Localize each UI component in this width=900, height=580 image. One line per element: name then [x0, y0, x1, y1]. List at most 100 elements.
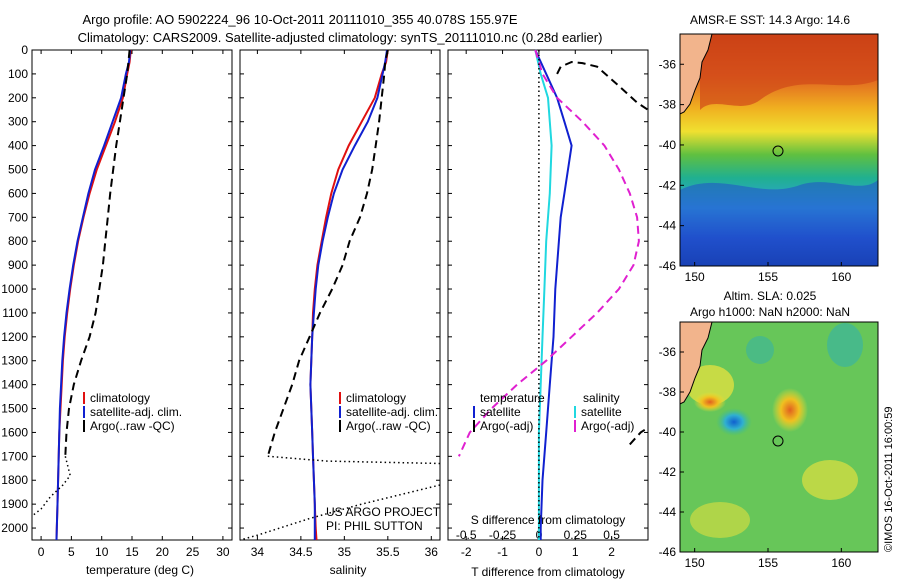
diff-legend-s-argo: Argo(-adj) — [581, 419, 634, 433]
depth-tick-label: 1900 — [1, 497, 28, 511]
depth-tick-label: 1600 — [1, 425, 28, 439]
map-y-tick-label: -38 — [659, 98, 677, 112]
x-tick-label: 30 — [216, 545, 230, 559]
x-tick-label: -1 — [497, 545, 508, 559]
depth-ticks: 0 100 200 300 400 500 600 700 800 900 1000 1100 1200… — [1, 43, 232, 535]
legend-satellite: satellite-adj. clim. — [90, 405, 182, 419]
series-line — [457, 49, 640, 457]
sla-map-field — [679, 321, 878, 552]
depth-tick-label: 1700 — [1, 449, 28, 463]
sla-map-panel: Altim. SLA: 0.025 Argo h1000: NaN h2000:… — [659, 289, 879, 570]
depth-tick-label: 100 — [8, 67, 28, 81]
x-tick-label: 35 — [338, 545, 352, 559]
map-y-tick-label: -42 — [659, 178, 677, 192]
x-tick2-label: 0.5 — [603, 528, 620, 542]
salinity-annotation-2: PI: PHIL SUTTON — [326, 519, 423, 533]
map-y-tick-label: -46 — [659, 259, 677, 273]
sst-map-panel: AMSR-E SST: 14.3 Argo: 14.6 150 155 160 -3… — [659, 13, 879, 284]
x-tick-label: 1 — [572, 545, 579, 559]
sla-map-xticks: 150 155 160 — [685, 548, 852, 570]
map-y-tick-label: -42 — [659, 465, 677, 479]
depth-tick-label: 2000 — [1, 521, 28, 535]
x-tick2-label: 0.25 — [564, 528, 588, 542]
x-tick-label: 20 — [156, 545, 170, 559]
x-tick-label: -2 — [461, 545, 472, 559]
sla-map-subtitle: Argo h1000: NaN h2000: NaN — [690, 305, 850, 319]
sla-map-box — [679, 321, 879, 553]
map-x-tick-label: 160 — [831, 270, 851, 284]
salinity-panel: 34 34.5 35 35.5 36 climatology satellite-adj… — [239, 49, 441, 577]
depth-tick-label: 300 — [8, 115, 28, 129]
series-line — [309, 49, 388, 540]
land-mass — [679, 33, 713, 115]
x-tick-label: 2 — [608, 545, 615, 559]
sla-map-title: Altim. SLA: 0.025 — [724, 289, 817, 303]
map-x-tick-label: 160 — [831, 556, 851, 570]
diff-legend-s-satellite: satellite — [581, 405, 622, 419]
depth-tick-label: 0 — [21, 43, 28, 57]
depth-tick-label: 700 — [8, 210, 28, 224]
diff-legend-t-satellite: satellite — [480, 405, 521, 419]
depth-tick-label: 900 — [8, 258, 28, 272]
sla-low-1 — [716, 408, 752, 436]
depth-tick-label: 600 — [8, 186, 28, 200]
x-tick-label: 34 — [251, 545, 265, 559]
map-y-tick-label: -44 — [659, 219, 677, 233]
copyright: ©IMOS 16-Oct-2011 16:00:59 — [883, 407, 895, 552]
map-y-tick-label: -46 — [659, 545, 677, 559]
salinity-legend: climatology satellite-adj. clim. Argo(..… — [339, 391, 438, 433]
diff-salinity-xticks: -0.5 -0.25 0 0.25 0.5 — [456, 528, 620, 542]
depth-tick-label: 1200 — [1, 330, 28, 344]
temperature-panel: 0100200300400500600700800900100011001200… — [1, 43, 233, 577]
x-tick-label: 25 — [186, 545, 200, 559]
sla-yellow-1 — [686, 365, 734, 405]
temperature-series — [31, 49, 132, 541]
diff-legend-t-argo: Argo(-adj) — [480, 419, 533, 433]
series-line — [309, 49, 389, 541]
depth-tick-label: 1800 — [1, 473, 28, 487]
map-y-tick-label: -40 — [659, 425, 677, 439]
sla-land-mass — [679, 321, 713, 405]
x-tick-label: 10 — [95, 545, 109, 559]
temperature-axes-box — [31, 49, 233, 541]
diff-xlabel: T difference from climatology — [471, 565, 625, 579]
depth-tick-label: 1000 — [1, 282, 28, 296]
sal-legend-climatology: climatology — [346, 391, 406, 405]
sal-legend-satellite: satellite-adj. clim. — [346, 405, 438, 419]
diff-depth-ticks — [448, 49, 648, 529]
diff-xlabel2: S difference from climatology — [471, 513, 626, 527]
x-tick-label: 15 — [125, 545, 139, 559]
salinity-xlabel: salinity — [330, 563, 367, 577]
difference-panel: -2 -1 0 1 2 -0.5 -0.25 0 0.25 0.5 temperature sa… — [447, 49, 649, 579]
sla-yellow-2 — [802, 460, 858, 500]
salinity-series — [239, 49, 441, 541]
sst-argo-marker — [772, 145, 784, 157]
depth-tick-label: 200 — [8, 91, 28, 105]
title-line1: Argo profile: AO 5902224_96 10-Oct-2011 … — [82, 12, 517, 27]
depth-tick-label: 400 — [8, 139, 28, 153]
depth-tick-label: 1100 — [2, 306, 28, 320]
legend-argo: Argo(..raw -QC) — [90, 419, 175, 433]
x-tick-label: 0 — [38, 545, 45, 559]
x-tick-label: 34.5 — [289, 545, 313, 559]
diff-legend-temperature: temperature — [480, 391, 545, 405]
map-x-tick-label: 155 — [758, 556, 778, 570]
series-line — [534, 49, 573, 540]
x-tick-label: 36 — [425, 545, 439, 559]
series-line — [556, 60, 649, 111]
sla-low-3 — [746, 336, 774, 364]
sla-low-2 — [827, 323, 863, 367]
map-y-tick-label: -44 — [659, 505, 677, 519]
series-line — [267, 455, 441, 465]
legend-climatology: climatology — [90, 391, 150, 405]
series-line — [534, 49, 553, 540]
difference-legend: temperature salinity satellite satellite… — [473, 391, 634, 433]
sla-map-yticks: -36 -38 -40 -42 -44 -46 — [659, 345, 684, 559]
map-y-tick-label: -38 — [659, 385, 677, 399]
x-tick-label: 5 — [68, 545, 75, 559]
sst-cool-tongue — [680, 180, 878, 266]
series-line — [31, 456, 72, 517]
depth-tick-label: 800 — [8, 234, 28, 248]
map-x-tick-label: 150 — [685, 556, 705, 570]
temperature-xlabel: temperature (deg C) — [86, 563, 194, 577]
